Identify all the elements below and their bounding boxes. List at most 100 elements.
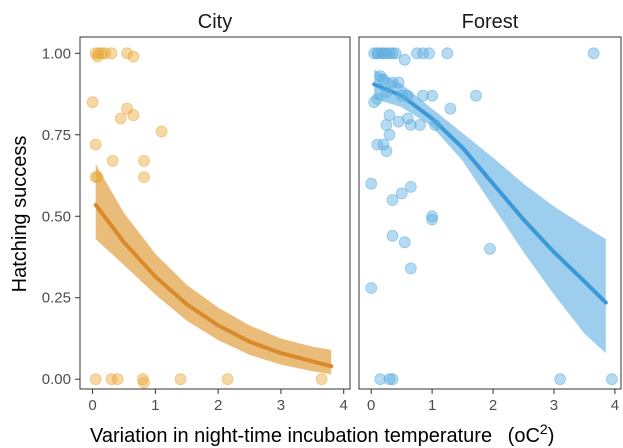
- data-point-city: [138, 376, 150, 389]
- data-point-forest: [365, 282, 378, 294]
- panel-frame-forest: [358, 36, 622, 390]
- x-tick-label: 0: [88, 397, 96, 414]
- data-point-forest: [383, 373, 396, 386]
- x-axis-title-unit-open: (: [508, 425, 515, 447]
- data-point-forest: [368, 96, 381, 109]
- data-point-forest: [444, 102, 457, 115]
- data-point-city: [89, 373, 102, 386]
- data-point-city: [89, 47, 102, 60]
- x-axis-title-unit-c: C: [525, 425, 539, 447]
- data-point-city: [315, 373, 328, 386]
- x-axis-title-unit-exp: 2: [540, 421, 548, 437]
- x-tick-label: 4: [611, 397, 619, 414]
- data-point-city: [114, 112, 127, 125]
- data-point-forest: [398, 53, 411, 66]
- data-point-forest: [386, 194, 399, 206]
- data-point-forest: [398, 236, 411, 249]
- data-point-city: [89, 138, 102, 151]
- data-point-city: [105, 373, 118, 386]
- data-point-forest: [389, 47, 402, 60]
- panel-frame-city: [79, 36, 351, 390]
- fit-line-forest: [372, 82, 608, 305]
- data-point-city: [121, 47, 133, 60]
- data-point-forest: [365, 177, 378, 190]
- x-tick-label: 0: [367, 397, 375, 414]
- x-tick-label: 1: [428, 397, 436, 414]
- data-point-forest: [383, 128, 396, 141]
- data-point-forest: [386, 76, 399, 89]
- data-point-city: [127, 50, 140, 63]
- data-point-city: [127, 109, 140, 122]
- data-point-forest: [410, 47, 423, 60]
- panel-title-city: City: [198, 11, 232, 33]
- data-point-forest: [380, 119, 393, 131]
- data-point-forest: [587, 47, 600, 60]
- data-point-forest: [484, 242, 496, 255]
- panel-title-forest: Forest: [462, 11, 519, 33]
- x-tick-label: 2: [489, 397, 497, 414]
- axis-titles: Hatching success Variation in night-time…: [9, 136, 554, 447]
- data-point-forest: [374, 373, 387, 386]
- panel-city: City 0 1 2 3 4 0.00 0.25 0.50 0.75 1.00: [42, 11, 351, 414]
- data-point-forest: [401, 112, 414, 125]
- data-point-forest: [429, 119, 442, 131]
- x-axis-title-unit-o: o: [514, 425, 525, 447]
- data-point-forest: [377, 47, 390, 60]
- data-point-city: [99, 47, 111, 60]
- y-axis-title: Hatching success: [9, 136, 31, 293]
- data-point-forest: [380, 47, 393, 60]
- y-tick-label: 1.00: [42, 45, 71, 62]
- confidence-band-city: [95, 164, 332, 375]
- data-point-forest: [371, 138, 384, 151]
- data-point-city: [174, 373, 187, 386]
- data-point-forest: [426, 89, 439, 102]
- data-point-forest: [426, 213, 439, 226]
- y-tick-label: 0.25: [42, 290, 71, 307]
- data-point-forest: [404, 119, 417, 131]
- data-point-city: [92, 47, 105, 60]
- data-point-forest: [386, 47, 399, 60]
- y-tick-label: 0.00: [42, 371, 71, 388]
- x-axis-title-main: Variation in night-time incubation tempe…: [90, 425, 492, 447]
- data-point-forest: [377, 73, 390, 86]
- data-point-forest: [404, 262, 417, 275]
- data-point-forest: [554, 373, 566, 386]
- data-point-city: [86, 96, 99, 109]
- data-point-forest: [395, 187, 408, 200]
- fit-line-city: [93, 202, 334, 369]
- data-point-forest: [417, 89, 429, 102]
- data-point-forest: [404, 180, 417, 193]
- data-point-city: [138, 171, 150, 184]
- data-point-city: [111, 373, 124, 386]
- y-tick-label: 0.50: [42, 208, 71, 225]
- data-point-city: [96, 47, 108, 60]
- data-point-city: [155, 125, 168, 138]
- data-point-forest: [413, 119, 426, 131]
- data-point-forest: [383, 47, 396, 60]
- data-point-forest: [470, 89, 482, 102]
- data-point-city: [91, 171, 104, 184]
- x-axis-title-unit-close: ): [548, 425, 555, 447]
- data-point-forest: [441, 47, 454, 60]
- data-point-city: [221, 373, 234, 386]
- data-point-forest: [417, 47, 429, 60]
- confidence-band-forest: [374, 69, 606, 354]
- x-tick-label: 1: [151, 397, 159, 414]
- data-point-forest: [401, 89, 414, 102]
- x-tick-label: 3: [277, 397, 285, 414]
- panels-layer: City 0 1 2 3 4 0.00 0.25 0.50 0.75 1.00 Forest 0 1 2 3 4: [42, 11, 622, 414]
- data-point-forest: [377, 138, 390, 151]
- data-point-forest: [380, 86, 393, 99]
- data-point-forest: [392, 76, 405, 89]
- x-tick-label: 4: [340, 397, 348, 414]
- data-point-city: [138, 154, 150, 167]
- data-point-forest: [386, 373, 399, 386]
- data-point-forest: [380, 145, 393, 158]
- x-tick-label: 2: [214, 397, 222, 414]
- data-point-city: [106, 154, 119, 167]
- data-point-forest: [368, 47, 381, 60]
- y-tick-label: 0.75: [42, 127, 71, 144]
- data-point-forest: [423, 47, 436, 60]
